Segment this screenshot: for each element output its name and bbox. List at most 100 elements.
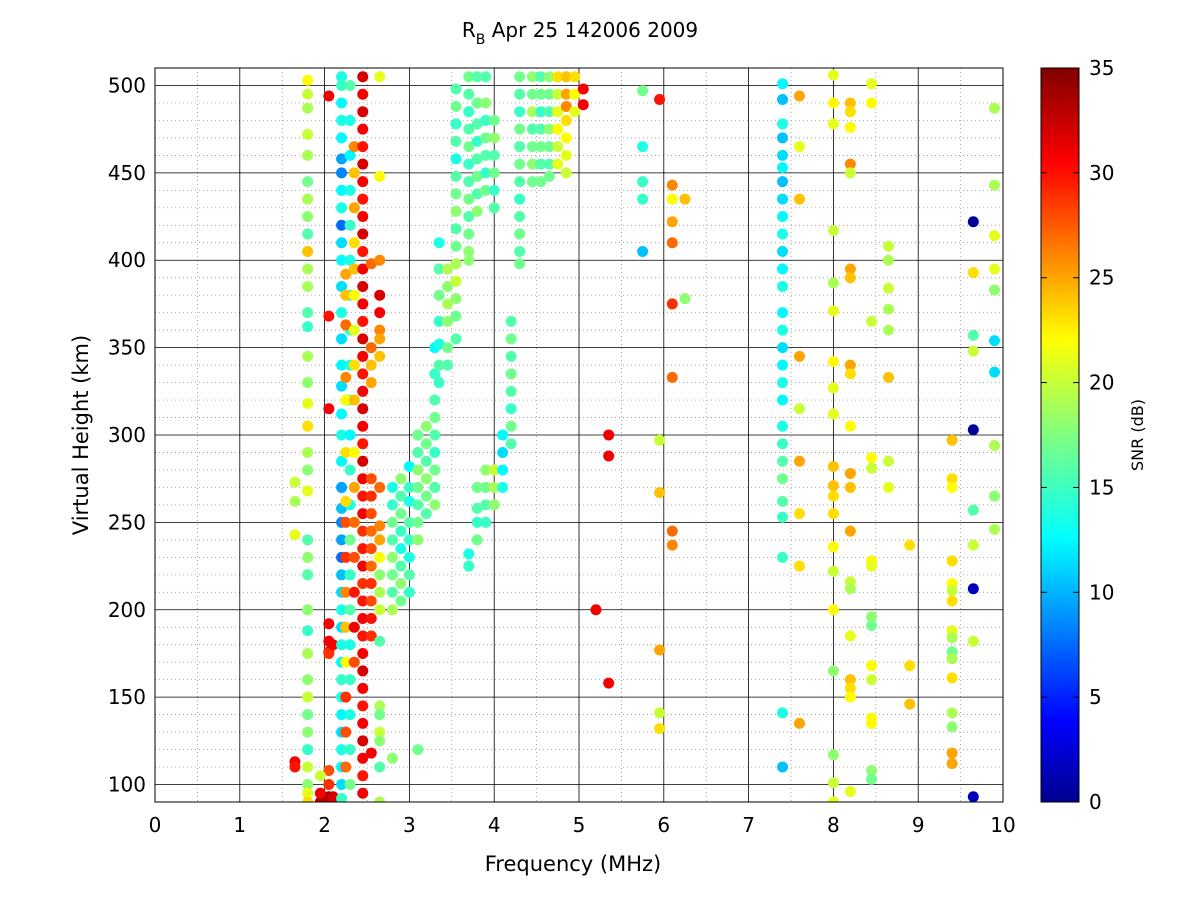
data-point (395, 578, 407, 590)
data-point (374, 604, 386, 616)
data-point (336, 219, 348, 231)
data-point (543, 158, 555, 170)
data-point (302, 551, 314, 563)
data-point (866, 97, 878, 109)
data-point (420, 490, 432, 502)
data-point (302, 128, 314, 140)
colorbar-tick-label: 30 (1089, 161, 1114, 185)
data-point (967, 329, 979, 341)
data-point (505, 350, 517, 362)
data-point (463, 548, 475, 560)
data-point (357, 280, 369, 292)
data-point (365, 543, 377, 555)
data-point (344, 639, 356, 651)
data-point (386, 604, 398, 616)
colorbar-tick-label: 20 (1089, 371, 1114, 395)
data-point (827, 490, 839, 502)
data-point (433, 377, 445, 389)
data-point (866, 462, 878, 474)
data-point (471, 97, 483, 109)
data-point (463, 123, 475, 135)
data-point (777, 78, 789, 90)
data-point (777, 246, 789, 257)
data-point (989, 102, 1001, 114)
data-point (302, 398, 314, 410)
data-point (433, 315, 445, 327)
data-point (543, 141, 555, 153)
data-point (866, 765, 878, 777)
data-point (357, 473, 369, 485)
data-point (395, 595, 407, 607)
colorbar-tick-label: 5 (1089, 685, 1102, 709)
data-point (654, 93, 666, 105)
data-point (336, 167, 348, 179)
data-point (526, 88, 538, 100)
data-point (340, 621, 352, 633)
data-point (552, 71, 564, 83)
data-point (429, 481, 441, 493)
data-point (336, 79, 348, 91)
data-point (314, 770, 326, 782)
data-point (480, 97, 492, 109)
data-point (989, 179, 1001, 191)
x-axis-label: Frequency (MHz) (485, 852, 661, 876)
data-point (450, 258, 462, 270)
data-point (777, 420, 789, 432)
data-point (365, 525, 377, 537)
x-tick-label: 9 (912, 813, 925, 837)
data-point (365, 490, 377, 502)
data-point (967, 504, 979, 516)
data-point (543, 170, 555, 182)
colorbar-label: SNR (dB) (1128, 399, 1147, 471)
data-point (827, 749, 839, 761)
data-point (866, 78, 878, 90)
data-point (357, 438, 369, 450)
data-point (526, 71, 538, 83)
data-point (946, 672, 958, 684)
data-point (883, 240, 895, 252)
data-point (412, 516, 424, 528)
data-point (302, 420, 314, 432)
data-point (777, 359, 789, 371)
data-point (365, 508, 377, 520)
data-point (302, 726, 314, 738)
data-point (560, 132, 572, 144)
data-point (946, 707, 958, 719)
x-axis-ticks: 0 1 2 3 4 5 6 7 8 9 10 (149, 813, 1016, 837)
data-point (302, 787, 314, 799)
data-point (967, 345, 979, 357)
data-point (302, 176, 314, 188)
data-point (505, 438, 517, 450)
data-point (666, 179, 678, 191)
data-point (560, 167, 572, 179)
data-point (365, 359, 377, 371)
data-point (412, 446, 424, 458)
data-point (336, 779, 348, 791)
data-point (395, 560, 407, 572)
data-point (357, 141, 369, 153)
data-point (336, 254, 348, 266)
data-point (374, 709, 386, 721)
data-point (450, 205, 462, 217)
data-point (866, 660, 878, 672)
data-point (777, 118, 789, 130)
data-point (989, 523, 1001, 535)
data-point (302, 625, 314, 637)
data-point (336, 333, 348, 345)
data-point (442, 263, 454, 275)
x-tick-label: 6 (657, 813, 670, 837)
data-point (429, 446, 441, 458)
data-point (535, 88, 547, 100)
data-point (514, 193, 526, 205)
data-point (357, 176, 369, 188)
data-point (866, 773, 878, 785)
data-point (514, 211, 526, 223)
data-point (827, 508, 839, 520)
y-tick-label: 450 (108, 161, 146, 185)
data-point (348, 289, 360, 301)
data-point (793, 455, 805, 467)
data-point (386, 586, 398, 598)
data-point (967, 266, 979, 278)
data-point (827, 69, 839, 81)
data-point (603, 450, 615, 462)
